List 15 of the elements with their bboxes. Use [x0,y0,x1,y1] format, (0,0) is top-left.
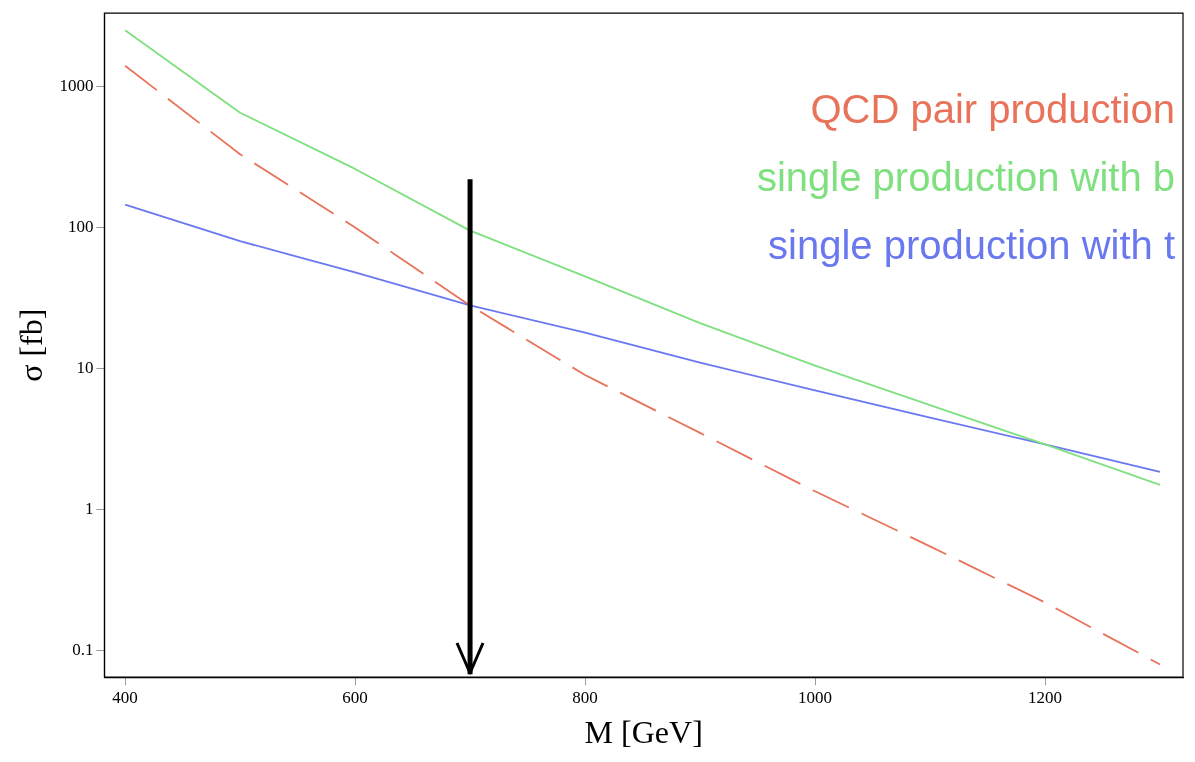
y-tick-label: 1000 [59,75,94,95]
text: QCD pair production [809,86,1175,133]
y-axis-title: σ [fb] [12,308,49,382]
y-tick-label: 1 [84,499,94,519]
y-tick-label: 0.1 [72,640,94,660]
y-tick-label: 100 [67,216,94,236]
x-axis-title: M [GeV] [584,714,703,751]
x-tick-label: 600 [342,687,368,707]
x-tick-label: 800 [572,687,598,707]
text: single production with b [756,154,1175,201]
x-tick-label: 400 [112,687,138,707]
x-tick-label: 1000 [798,687,833,707]
y-tick-label: 10 [76,358,94,378]
x-tick-label: 1200 [1028,687,1063,707]
text: single production with t [767,222,1175,269]
